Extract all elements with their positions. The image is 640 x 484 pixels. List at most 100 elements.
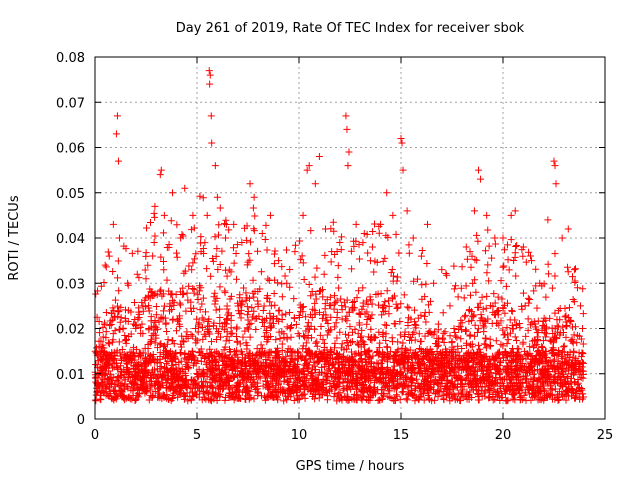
data-point <box>249 313 257 321</box>
data-point <box>214 266 222 274</box>
data-point <box>141 353 149 361</box>
data-point <box>335 284 343 292</box>
data-point <box>559 343 567 351</box>
data-point <box>374 290 382 298</box>
data-point <box>399 166 407 174</box>
data-point <box>318 351 326 359</box>
data-point <box>286 385 294 393</box>
data-point <box>542 293 550 301</box>
y-axis-label: ROTI / TECUs <box>7 195 22 280</box>
data-point <box>398 344 406 352</box>
data-point <box>105 252 113 260</box>
data-point <box>358 355 366 363</box>
data-point <box>457 335 465 343</box>
data-point <box>225 266 233 274</box>
data-point <box>102 370 110 378</box>
chart-title: Day 261 of 2019, Rate Of TEC Index for r… <box>176 21 525 36</box>
data-point <box>453 395 461 403</box>
y-tick-label: 0.04 <box>56 232 85 247</box>
data-point <box>378 311 386 319</box>
data-point <box>481 354 489 362</box>
data-point <box>531 357 539 365</box>
data-point <box>208 368 216 376</box>
data-point <box>232 249 240 257</box>
data-point <box>156 394 164 402</box>
data-point <box>203 349 211 357</box>
data-point <box>143 388 151 396</box>
data-point <box>97 282 105 290</box>
data-point <box>294 330 302 338</box>
data-point <box>545 376 553 384</box>
data-point <box>301 355 309 363</box>
data-point <box>432 340 440 348</box>
data-point <box>479 305 487 313</box>
data-point <box>336 239 344 247</box>
data-point <box>511 207 519 215</box>
data-point <box>368 300 376 308</box>
data-point <box>463 388 471 396</box>
data-point <box>441 328 449 336</box>
data-point <box>513 361 521 369</box>
data-point <box>109 220 117 228</box>
data-point <box>249 289 257 297</box>
data-point <box>144 359 152 367</box>
data-point <box>111 296 119 304</box>
data-point <box>178 332 186 340</box>
data-point <box>548 324 556 332</box>
data-point <box>457 390 465 398</box>
data-point <box>208 139 216 147</box>
data-point <box>323 389 331 397</box>
data-point <box>117 314 125 322</box>
data-point <box>337 246 345 254</box>
data-point <box>157 363 165 371</box>
data-point <box>494 349 502 357</box>
data-point <box>524 326 532 334</box>
data-point <box>579 359 587 367</box>
data-point <box>501 387 509 395</box>
data-point <box>109 355 117 363</box>
data-point <box>289 388 297 396</box>
data-point <box>367 296 375 304</box>
data-point <box>412 324 420 332</box>
x-tick-label: 15 <box>393 428 410 443</box>
data-point <box>481 392 489 400</box>
data-point <box>179 284 187 292</box>
data-point <box>271 352 279 360</box>
x-tick-label: 25 <box>597 428 614 443</box>
data-point <box>107 321 115 329</box>
data-point <box>206 367 214 375</box>
data-point <box>228 356 236 364</box>
data-point <box>307 227 315 235</box>
data-point <box>392 230 400 238</box>
data-point <box>283 358 291 366</box>
data-point <box>333 373 341 381</box>
data-point <box>254 287 262 295</box>
data-point <box>480 323 488 331</box>
y-axis-ticks: 0 0.01 0.02 0.03 0.04 0.05 0.06 0.07 0.08 <box>56 51 605 428</box>
data-point <box>551 250 559 258</box>
data-point <box>382 336 390 344</box>
data-point <box>319 293 327 301</box>
data-point <box>420 396 428 404</box>
data-point <box>447 380 455 388</box>
data-point <box>358 396 366 404</box>
data-point <box>511 389 519 397</box>
data-point <box>457 356 465 364</box>
data-point <box>553 322 561 330</box>
data-point <box>311 273 319 281</box>
data-point <box>114 274 122 282</box>
data-point <box>434 326 442 334</box>
data-point <box>151 318 159 326</box>
data-point <box>513 373 521 381</box>
data-point <box>395 249 403 257</box>
data-point <box>258 229 266 237</box>
data-point <box>151 202 159 210</box>
data-point <box>321 305 329 313</box>
data-point <box>283 348 291 356</box>
data-point <box>405 304 413 312</box>
data-point <box>151 380 159 388</box>
data-point <box>138 298 146 306</box>
data-point <box>359 302 367 310</box>
data-point <box>290 314 298 322</box>
data-point <box>495 392 503 400</box>
